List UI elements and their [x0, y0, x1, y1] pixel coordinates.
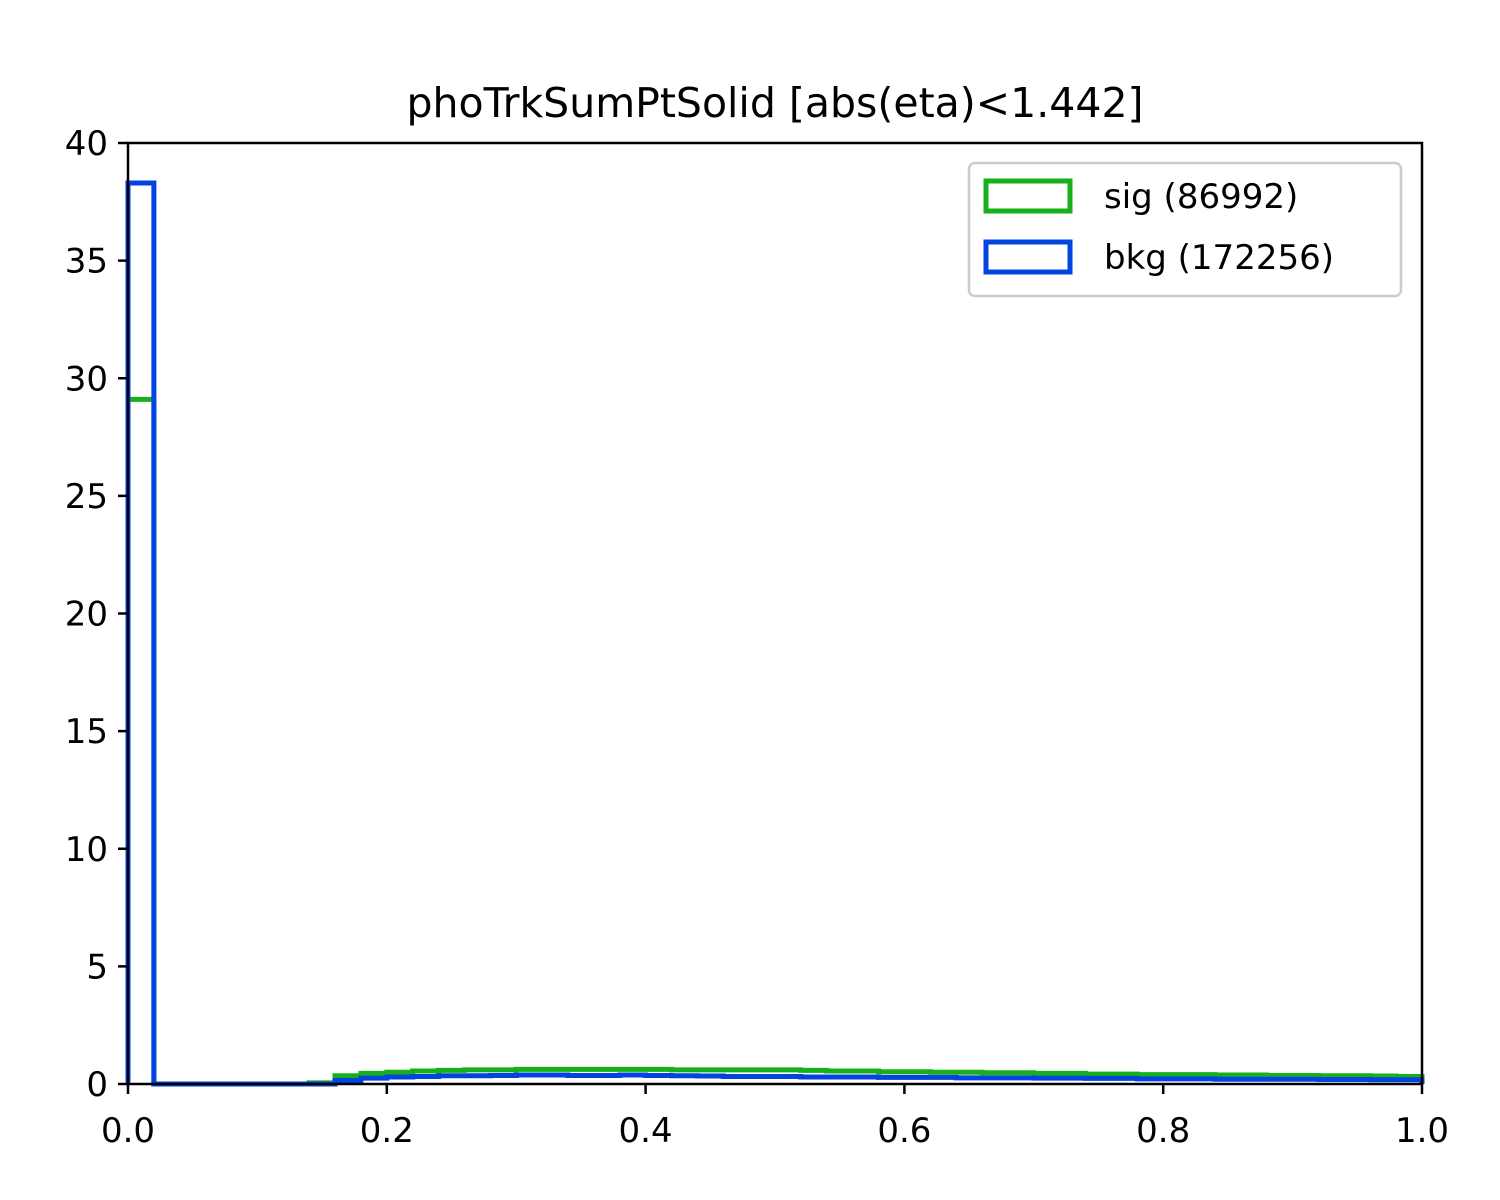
y-tick-label: 10: [65, 830, 108, 870]
x-tick-label: 0.6: [877, 1111, 931, 1151]
x-tick-label: 0.4: [619, 1111, 673, 1151]
legend-label-0: sig (86992): [1104, 177, 1298, 217]
y-tick-label: 35: [65, 242, 108, 282]
ticks-layer: 0.0 0.2 0.4 0.6 0.8 1.0 0 5 10 15 20 25 30 35 40: [65, 124, 1449, 1151]
legend-swatch-1: [983, 239, 1073, 275]
x-tick-label: 0.2: [360, 1111, 414, 1151]
legend-box: [967, 161, 1403, 298]
x-tick-label: 1.0: [1395, 1111, 1449, 1151]
y-tick-label: 0: [86, 1065, 108, 1105]
y-tick-label: 25: [65, 477, 108, 517]
y-tick-label: 20: [65, 595, 108, 635]
y-tick-label: 40: [65, 124, 108, 164]
legend-label-1: bkg (172256): [1104, 238, 1334, 278]
x-tick-label: 0.8: [1136, 1111, 1190, 1151]
series-0-histogram: [125, 396, 1425, 1087]
legend-swatch-0: [983, 178, 1073, 214]
chart-title: phoTrkSumPtSolid [abs(eta)<1.442]: [406, 79, 1143, 127]
y-tick-label: 15: [65, 712, 108, 752]
y-tick-label: 30: [65, 359, 108, 399]
y-tick-label: 5: [86, 947, 108, 987]
plot-layer: [125, 180, 1425, 1087]
x-tick-label: 0.0: [101, 1111, 155, 1151]
series-1-histogram: [125, 180, 1425, 1087]
legend: sig (86992) bkg (172256): [967, 161, 1403, 298]
